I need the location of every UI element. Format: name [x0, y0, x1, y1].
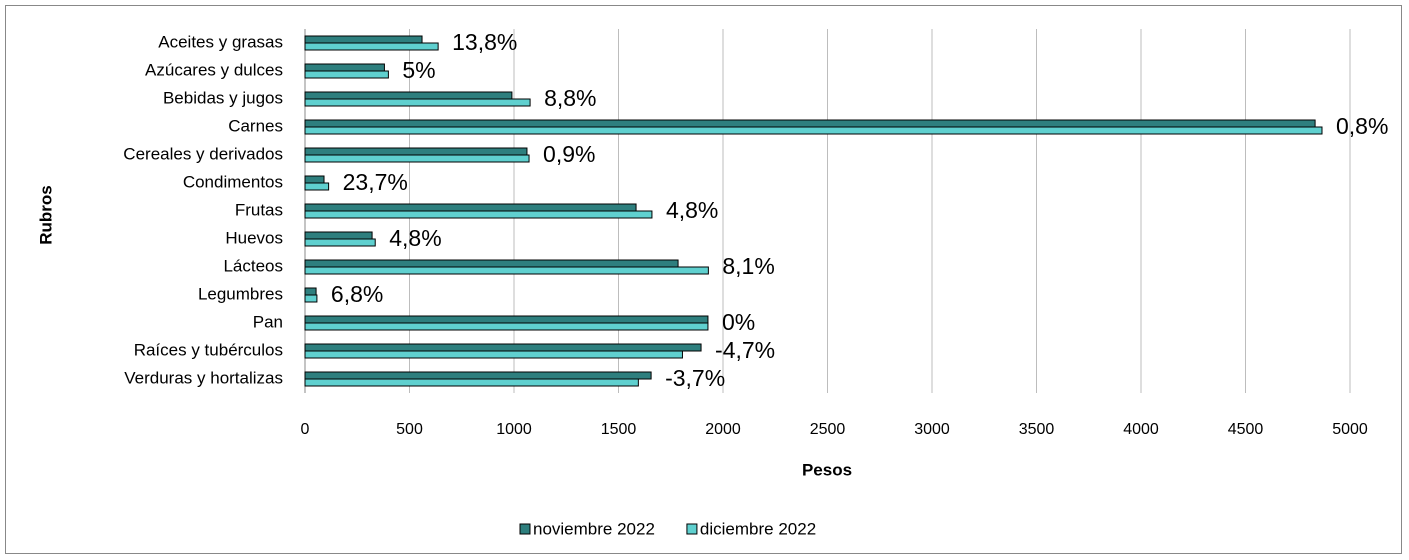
bar	[304, 98, 531, 107]
legend-label: diciembre 2022	[700, 519, 816, 538]
bar	[304, 147, 528, 156]
y-tick-label: Legumbres	[198, 284, 283, 303]
annotation: -4,7%	[715, 337, 775, 363]
x-tick-label: 1000	[496, 421, 532, 438]
bar	[304, 175, 325, 184]
annotation: 8,8%	[544, 85, 596, 111]
y-tick-label: Pan	[253, 312, 283, 331]
chart-frame	[5, 5, 1402, 554]
bar	[304, 371, 652, 380]
bar	[304, 70, 389, 79]
x-tick-label: 2000	[705, 421, 741, 438]
bar	[304, 231, 373, 240]
bar	[304, 343, 702, 352]
bar	[304, 266, 709, 275]
annotation: 0%	[722, 309, 755, 335]
bar	[304, 119, 1316, 128]
bar	[304, 42, 439, 51]
bar	[304, 203, 637, 212]
x-tick-label: 5000	[1332, 421, 1368, 438]
bar	[304, 63, 385, 72]
annotation: 4,8%	[666, 197, 718, 223]
bar	[304, 154, 530, 163]
annotation: 5%	[402, 57, 435, 83]
x-tick-label: 2500	[810, 421, 846, 438]
y-tick-label: Raíces y tubérculos	[134, 340, 283, 359]
annotation: 0,9%	[543, 141, 595, 167]
bar	[304, 315, 709, 324]
bar	[304, 35, 423, 44]
annotation: 0,8%	[1336, 113, 1388, 139]
annotation: -3,7%	[665, 365, 725, 391]
x-tick-label: 500	[396, 421, 423, 438]
bar	[304, 182, 330, 191]
y-tick-label: Cereales y derivados	[123, 144, 283, 163]
y-tick-label: Carnes	[228, 116, 283, 135]
annotation: 8,1%	[722, 253, 774, 279]
y-tick-label: Huevos	[225, 228, 283, 247]
x-tick-label: 1500	[601, 421, 637, 438]
y-tick-label: Bebidas y jugos	[163, 88, 283, 107]
annotation: 4,8%	[389, 225, 441, 251]
bar	[304, 294, 318, 303]
x-tick-label: 4500	[1228, 421, 1264, 438]
bar	[304, 126, 1323, 135]
y-tick-label: Verduras y hortalizas	[124, 368, 283, 387]
x-tick-label: 4000	[1123, 421, 1159, 438]
bar	[304, 259, 679, 268]
annotation: 23,7%	[343, 169, 408, 195]
bar	[304, 238, 376, 247]
legend-swatch	[686, 523, 698, 535]
y-tick-label: Condimentos	[183, 172, 283, 191]
bar	[304, 287, 317, 296]
y-tick-label: Azúcares y dulces	[145, 60, 283, 79]
y-tick-label: Aceites y grasas	[158, 32, 283, 51]
legend-swatch	[519, 523, 531, 535]
y-tick-label: Frutas	[235, 200, 283, 219]
bar	[304, 350, 683, 359]
legend-label: noviembre 2022	[533, 519, 655, 538]
bar	[304, 210, 653, 219]
x-tick-label: 3500	[1019, 421, 1055, 438]
x-axis-title: Pesos	[802, 460, 852, 479]
bar	[304, 322, 709, 331]
bar	[304, 91, 513, 100]
bar	[304, 378, 639, 387]
y-tick-label: Lácteos	[223, 256, 283, 275]
x-tick-label: 0	[301, 421, 310, 438]
y-axis-title: Rubros	[36, 185, 55, 245]
annotation: 6,8%	[331, 281, 383, 307]
annotation: 13,8%	[452, 29, 517, 55]
x-tick-label: 3000	[914, 421, 950, 438]
